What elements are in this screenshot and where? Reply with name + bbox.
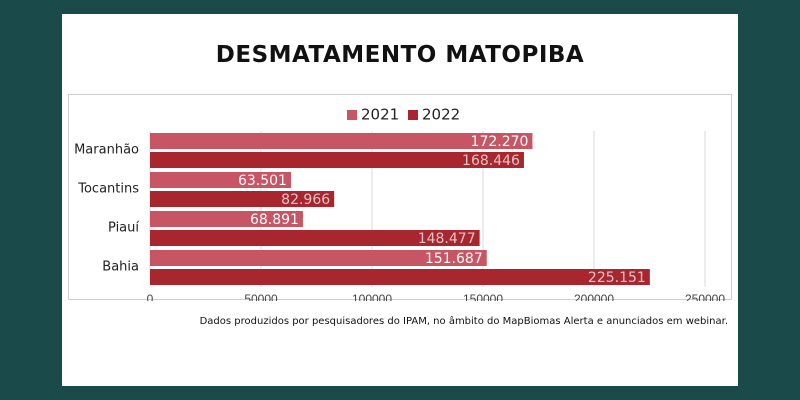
bar-Bahia-2022 <box>150 269 650 285</box>
category-label: Maranhão <box>74 143 139 158</box>
data-label-Bahia-2022: 225.151 <box>588 270 646 286</box>
bar-Maranhão-2021 <box>150 133 533 149</box>
category-label: Piauí <box>108 221 139 236</box>
data-label-Piauí-2021: 68.891 <box>250 212 299 228</box>
data-label-Maranhão-2021: 172.270 <box>471 134 529 150</box>
category-label: Tocantins <box>77 182 139 197</box>
bar-Maranhão-2022 <box>150 152 524 168</box>
x-tick-label: 0 <box>147 292 154 301</box>
bar-Piauí-2021 <box>150 211 303 227</box>
x-tick-label: 100000 <box>352 292 392 301</box>
data-label-Tocantins-2022: 82.966 <box>281 192 330 208</box>
data-label-Piauí-2022: 148.477 <box>418 231 476 247</box>
category-label: Bahia <box>102 260 139 275</box>
source-caption: Dados produzidos por pesquisadores do IP… <box>199 316 728 327</box>
legend-swatch-2021 <box>347 110 357 120</box>
legend-label-2022: 2022 <box>422 106 460 124</box>
bar-Bahia-2021 <box>150 250 487 266</box>
chart-card: DESMATAMENTO MATOPIBA 0 50000 100000 150000… <box>62 14 738 386</box>
bar-Piauí-2022 <box>150 230 480 246</box>
legend-label-2021: 2021 <box>361 106 399 124</box>
bar-chart: 0 50000 100000 150000 200000 250000 2021 2022 Ma… <box>74 106 725 302</box>
data-label-Maranhão-2022: 168.446 <box>462 153 520 169</box>
data-label-Bahia-2021: 151.687 <box>425 251 483 267</box>
data-label-Tocantins-2021: 63.501 <box>238 173 287 189</box>
x-tick-label: 200000 <box>574 292 614 301</box>
legend-swatch-2022 <box>408 110 418 120</box>
chart-frame: 0 50000 100000 150000 200000 250000 2021 2022 Ma… <box>68 94 732 302</box>
x-tick-label: 150000 <box>463 292 503 301</box>
chart-title: DESMATAMENTO MATOPIBA <box>215 42 585 68</box>
x-tick-label: 50000 <box>244 292 278 301</box>
x-tick-label: 250000 <box>685 292 725 301</box>
bar-Tocantins-2021 <box>150 172 291 188</box>
bar-Tocantins-2022 <box>150 191 335 207</box>
